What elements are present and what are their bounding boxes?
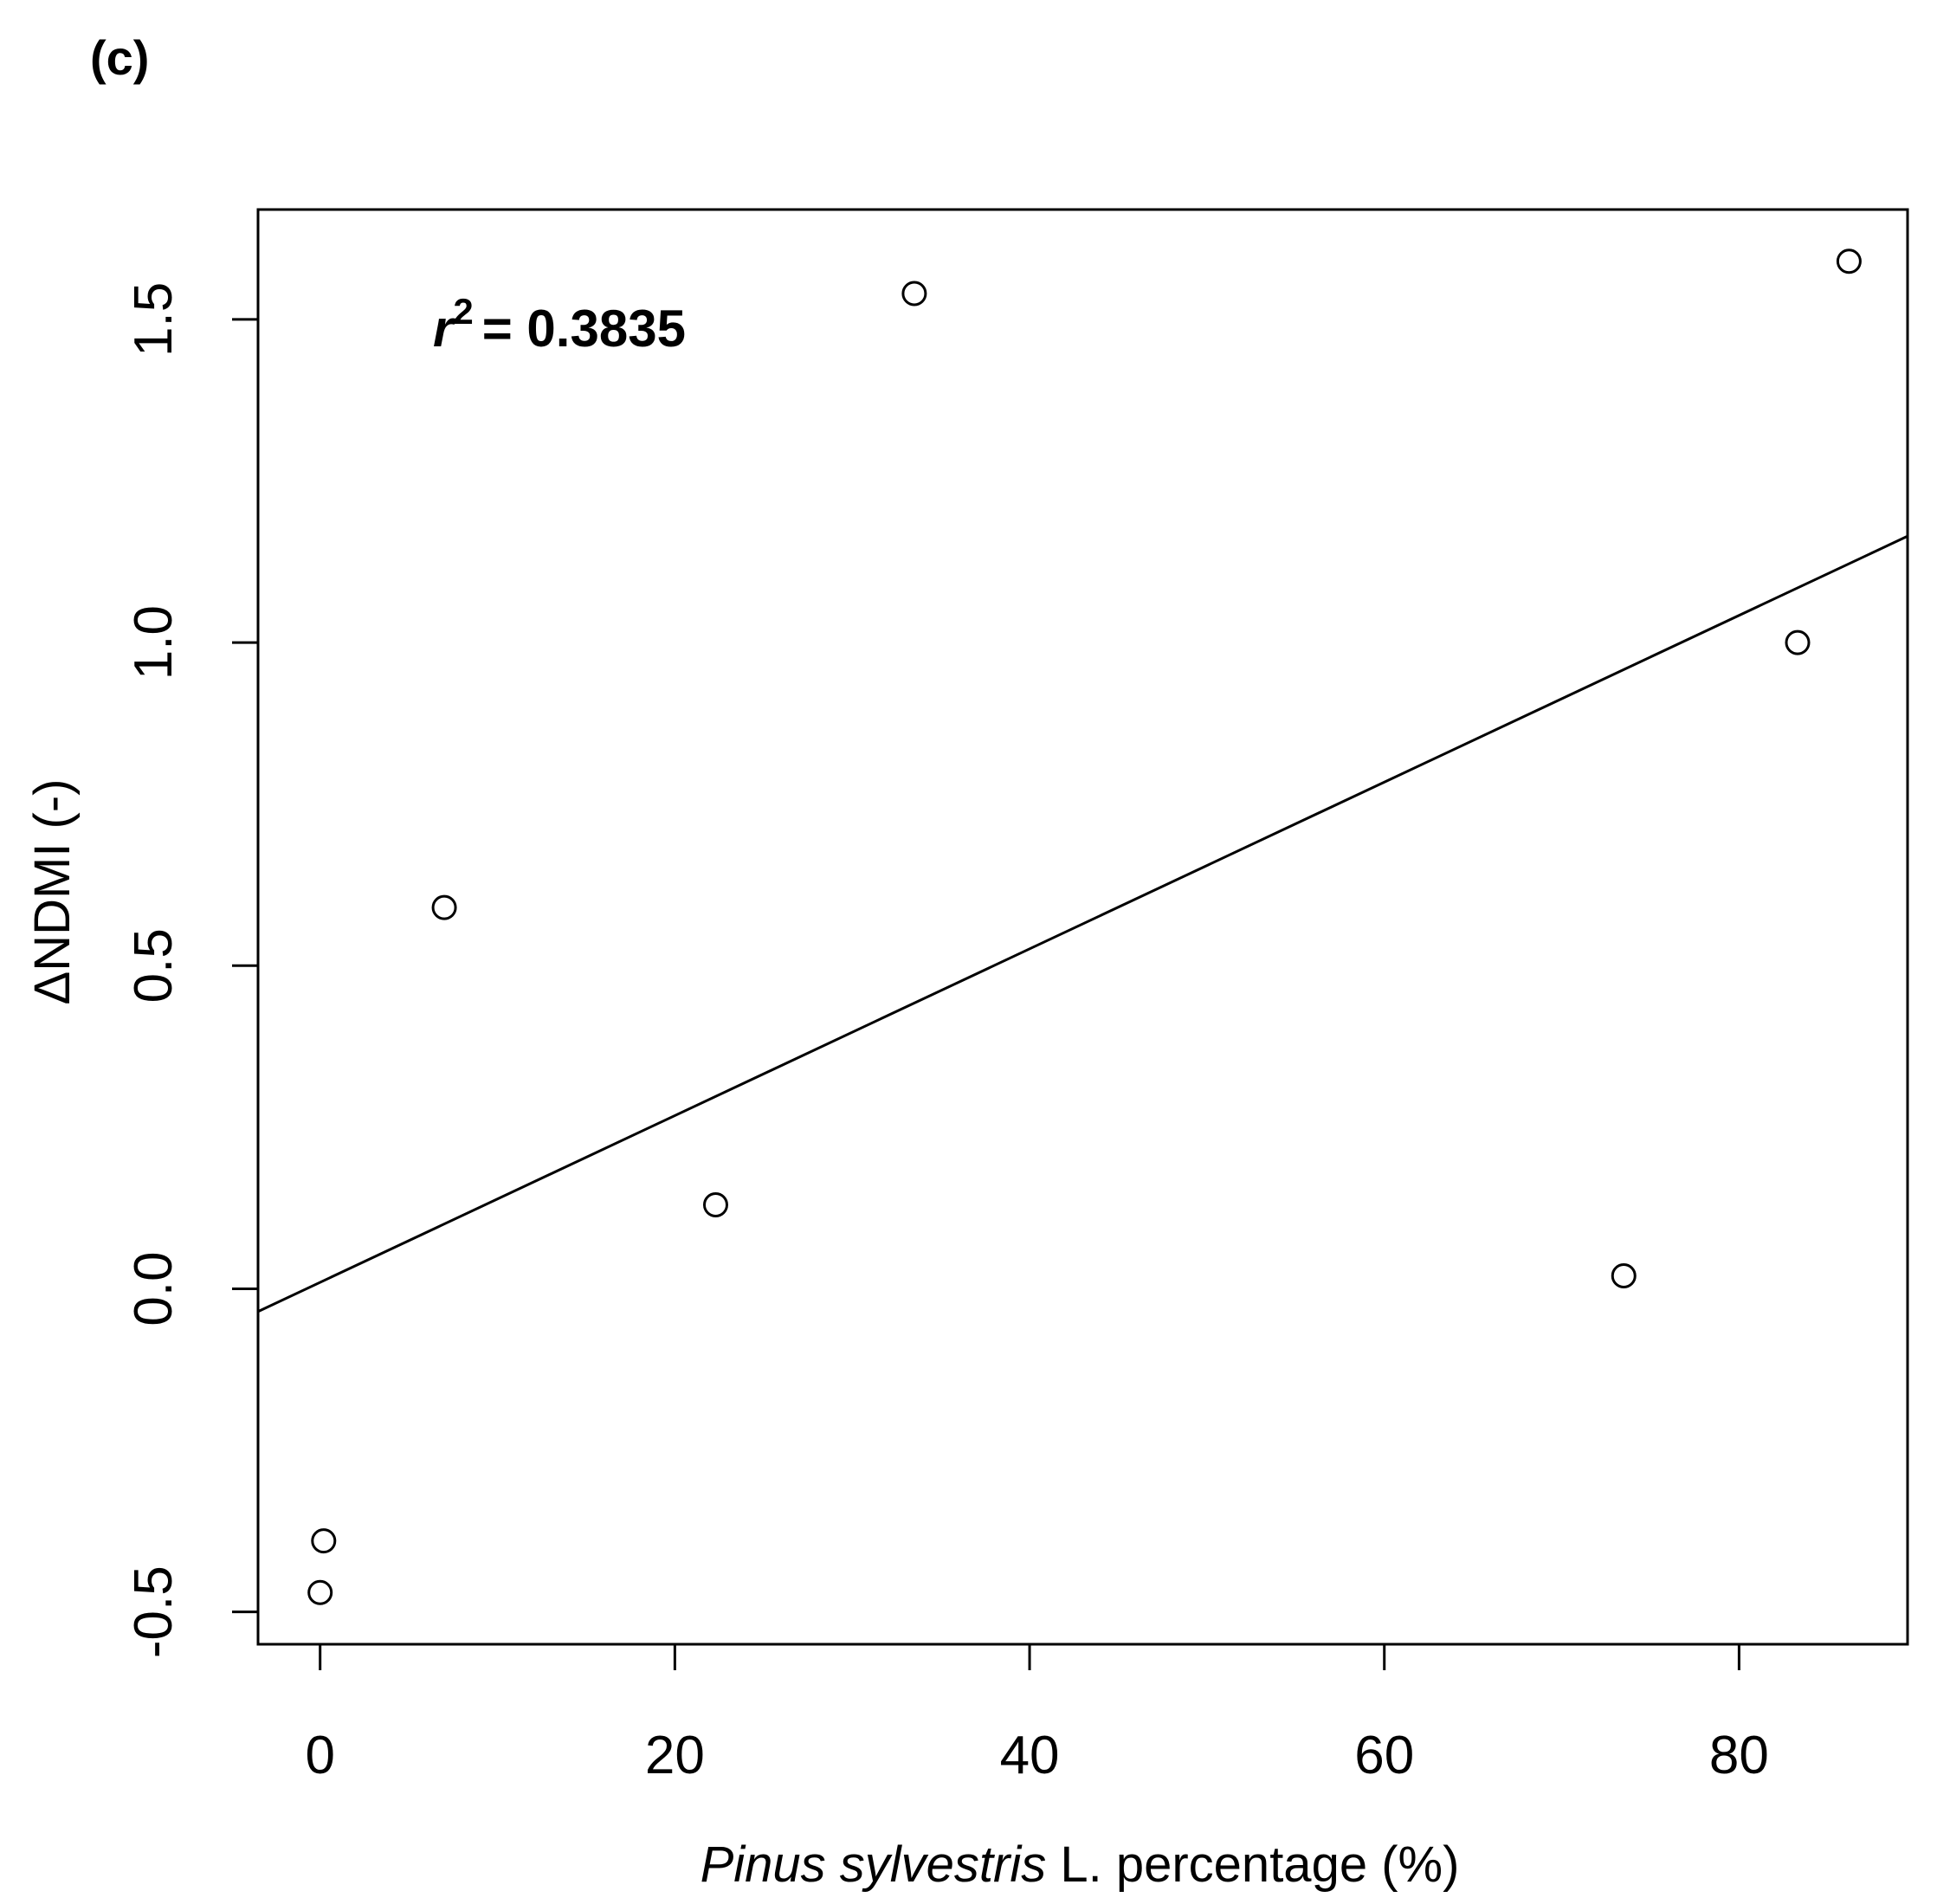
y-tick-label: -0.5 bbox=[124, 1565, 184, 1658]
regression-line bbox=[257, 534, 1908, 1313]
r-value: = 0.3835 bbox=[482, 300, 686, 358]
y-tick-label: 0.0 bbox=[124, 1251, 184, 1326]
panel-label: (c) bbox=[90, 30, 149, 85]
x-tick-label: 0 bbox=[305, 1726, 334, 1785]
r-squared-annotation: r2 = 0.3835 bbox=[433, 291, 686, 358]
r-superscript: 2 bbox=[453, 291, 473, 332]
data-point bbox=[431, 894, 457, 920]
x-axis-label-rest: L. percentage (%) bbox=[1046, 1836, 1459, 1893]
x-tick-label: 80 bbox=[1709, 1726, 1769, 1785]
data-point bbox=[307, 1579, 333, 1605]
r-symbol: r bbox=[433, 300, 456, 358]
x-tick-label: 40 bbox=[1000, 1726, 1060, 1785]
y-tick-label: 1.0 bbox=[124, 605, 184, 680]
data-point bbox=[311, 1528, 337, 1554]
data-point bbox=[1836, 248, 1862, 274]
y-axis-label: ΔNDMI (-) bbox=[24, 779, 81, 1005]
data-point bbox=[1611, 1263, 1637, 1289]
y-tick-label: 1.5 bbox=[124, 282, 184, 357]
x-axis-label: Pinus sylvestris L. percentage (%) bbox=[701, 1836, 1460, 1893]
y-tick-label: 0.5 bbox=[124, 928, 184, 1003]
data-point bbox=[702, 1191, 728, 1217]
plot-frame bbox=[256, 208, 1909, 1646]
plot-area: 0 20 40 60 80 -0.5 0.0 0.5 1.0 1.5 bbox=[124, 208, 1909, 1785]
x-tick-label: 20 bbox=[645, 1726, 705, 1785]
x-tick-label: 60 bbox=[1354, 1726, 1414, 1785]
data-point bbox=[1785, 629, 1811, 655]
x-axis-label-italic: Pinus sylvestris bbox=[701, 1836, 1047, 1893]
data-point bbox=[901, 281, 927, 307]
